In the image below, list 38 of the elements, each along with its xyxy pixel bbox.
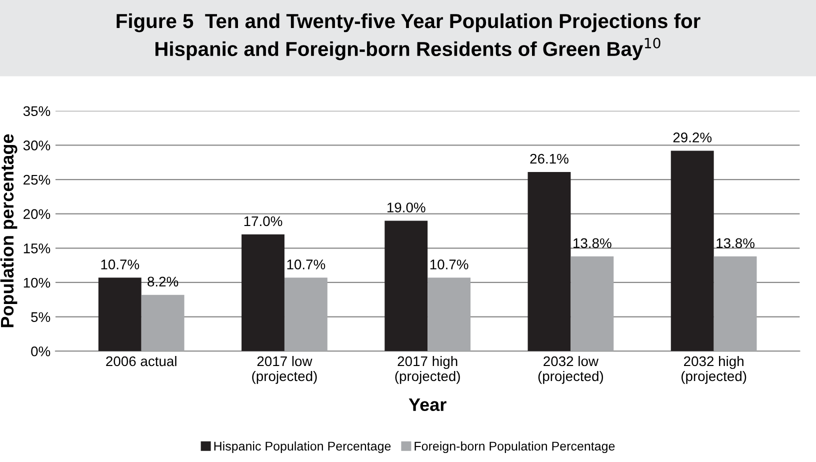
x-tick-label: 2017 low (projected) xyxy=(252,356,317,384)
data-label: 10.7% xyxy=(287,260,326,270)
y-tick-label: 5% xyxy=(31,312,50,322)
x-tick-label: 2017 high (projected) xyxy=(395,356,460,384)
y-axis-title: Population percentage xyxy=(0,134,18,328)
bar xyxy=(242,234,284,352)
bar xyxy=(528,172,571,352)
y-tick-label: 20% xyxy=(24,209,50,220)
bar xyxy=(141,294,184,352)
data-label: 19.0% xyxy=(387,202,426,212)
x-axis-title: Year xyxy=(408,398,446,412)
data-label: 8.2% xyxy=(148,276,178,287)
legend-label: Foreign-born Population Percentage xyxy=(414,441,615,454)
bar xyxy=(570,256,614,352)
bar xyxy=(384,220,428,352)
x-tick-label: 2032 high (projected) xyxy=(681,356,746,384)
bar xyxy=(714,256,757,352)
y-tick-label: 35% xyxy=(23,106,50,116)
data-label: 10.7% xyxy=(101,260,140,270)
data-label: 13.8% xyxy=(716,238,754,248)
y-tick-label: 15% xyxy=(24,244,50,254)
bar xyxy=(670,150,714,352)
y-tick-label: 30% xyxy=(23,140,50,150)
x-tick-label: 2032 low (projected) xyxy=(538,356,604,384)
data-label: 17.0% xyxy=(244,216,282,226)
y-tick-label: 0% xyxy=(31,346,50,356)
data-label: 29.2% xyxy=(673,132,712,142)
y-tick-label: 25% xyxy=(24,174,50,185)
legend-label: Hispanic Population Percentage xyxy=(214,441,391,454)
data-label: 26.1% xyxy=(530,154,568,164)
bar xyxy=(284,278,328,352)
bar xyxy=(428,278,471,352)
bar xyxy=(98,278,142,352)
data-label: 10.7% xyxy=(430,260,468,270)
data-label: 13.8% xyxy=(574,238,612,248)
y-tick-label: 10% xyxy=(24,278,50,288)
x-tick-label: 2006 actual xyxy=(106,356,176,366)
chart-title: Figure 5 Ten and Twenty-five Year Population Projections for Hispanic and Foreign-born Residents of Green Bay$^{10}$ xyxy=(116,13,700,60)
